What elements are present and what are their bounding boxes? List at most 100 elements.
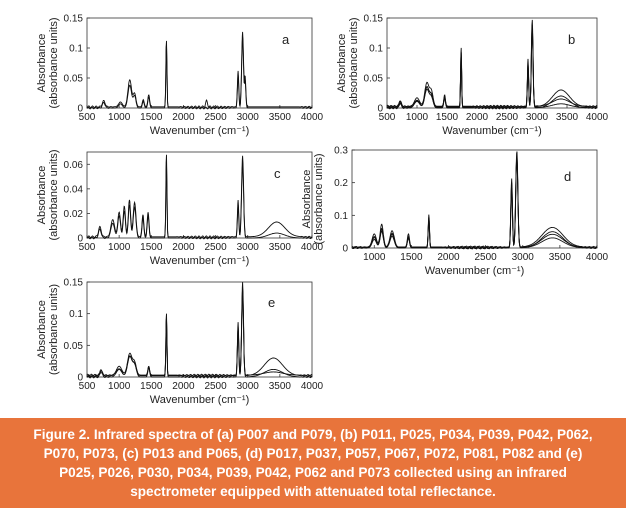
y-axis-label-line: Absorbance [36,166,48,225]
y-tick-label: 0.1 [369,44,383,55]
x-tick-label: 2500 [475,252,498,263]
y-axis-label-line: (absorbance units) [48,284,60,375]
y-axis-label: Absorbance(absorbance units) [36,149,60,240]
x-tick-label: 1500 [140,381,163,392]
y-tick-label: 0.04 [64,184,84,195]
x-tick-label: 3000 [512,252,535,263]
x-tick-label: 1500 [436,112,459,123]
spectrum-line [86,163,313,240]
y-tick-label: 0.1 [334,211,348,222]
figure-caption-box: Figure 2. Infrared spectra of (a) P007 a… [0,418,626,508]
y-tick-label: 0 [77,234,83,245]
x-tick-label: 3500 [549,252,572,263]
y-axis-label-line: Absorbance [36,34,48,93]
x-tick-label: 1500 [400,252,423,263]
figure-caption: Figure 2. Infrared spectra of (a) P007 a… [33,427,593,499]
spectrum-line [386,32,598,109]
y-axis-label-line: (absorbance units) [348,17,360,108]
y-axis-label: Absorbance(absorbance units) [36,284,60,375]
y-tick-label: 0.2 [334,178,348,189]
x-tick-label: 4000 [586,252,609,263]
spectrum-line [86,282,313,378]
panel-label: c [274,166,281,181]
y-tick-label: 0.05 [364,74,384,85]
y-tick-label: 0.1 [69,44,83,55]
spectrum-line [86,154,313,239]
x-tick-label: 2500 [496,112,519,123]
panel-label: a [282,32,290,47]
x-tick-label: 3500 [269,242,292,253]
y-axis-label: Absorbance(absorbance units) [301,153,325,244]
y-tick-label: 0.15 [64,14,84,25]
x-tick-label: 3000 [237,242,260,253]
x-tick-label: 4000 [586,112,609,123]
y-tick-label: 0.02 [64,209,84,220]
x-axis-label: Wavenumber (cm⁻¹) [442,125,542,137]
spectrum-line [351,151,598,249]
x-axis-label: Wavenumber (cm⁻¹) [150,255,250,267]
x-tick-label: 500 [379,112,396,123]
y-axis-label-line: Absorbance [336,34,348,93]
y-tick-label: 0.15 [64,278,84,289]
x-tick-label: 2000 [466,112,489,123]
x-tick-label: 1000 [108,242,131,253]
x-tick-label: 2500 [204,242,227,253]
plot-frame [351,149,598,249]
spectrum-line [351,158,598,249]
y-tick-label: 0.05 [64,341,84,352]
y-tick-label: 0.06 [64,160,84,171]
x-tick-label: 500 [79,381,96,392]
x-axis-label: Wavenumber (cm⁻¹) [150,125,250,137]
x-axis-label: Wavenumber (cm⁻¹) [150,394,250,406]
x-tick-label: 1500 [140,112,163,123]
spectrum-line [86,288,313,379]
x-tick-label: 1000 [406,112,429,123]
x-tick-label: 3500 [269,112,292,123]
x-tick-label: 2500 [204,112,227,123]
y-tick-label: 0 [77,373,83,384]
plot-frame [386,17,598,109]
spectra-figure: 500 1000 1500 2000 2500 3000 3500 4000 0 0.05 0.1 0… [36,14,609,407]
spectrum-panel-e: 500 1000 1500 2000 2500 3000 3500 4000 0 0.05 0.1 0… [36,278,324,407]
y-tick-label: 0 [77,104,83,115]
x-tick-label: 1000 [363,252,386,263]
panel-label: b [568,32,575,47]
y-axis-label: Absorbance(absorbance units) [336,17,360,108]
x-tick-label: 3500 [269,381,292,392]
plot-frame [86,281,313,378]
panel-label: e [268,295,275,310]
spectrum-line [386,28,598,108]
y-tick-label: 0.15 [364,14,384,25]
x-axis-label: Wavenumber (cm⁻¹) [425,265,525,277]
x-tick-label: 3500 [556,112,579,123]
spectrum-line [386,25,598,110]
y-tick-label: 0 [342,244,348,255]
spectrum-line [86,31,313,109]
x-tick-label: 2000 [437,252,460,263]
x-tick-label: 3000 [237,112,260,123]
spectrum-line [351,155,598,250]
x-tick-label: 1000 [108,381,131,392]
spectrum-panel-b: 500 1000 1500 2000 2500 3000 3500 4000 0 0.05 0.1 0… [336,14,609,138]
x-tick-label: 500 [79,112,96,123]
y-axis-label-line: Absorbance [36,300,48,359]
x-tick-label: 4000 [301,242,324,253]
y-tick-label: 0.3 [334,146,348,157]
x-tick-label: 4000 [301,112,324,123]
x-tick-label: 4000 [301,381,324,392]
x-tick-label: 3000 [237,381,260,392]
y-axis-label-line: (absorbance units) [313,153,325,244]
x-tick-label: 1500 [140,242,163,253]
y-tick-label: 0.1 [69,309,83,320]
y-tick-label: 0 [377,104,383,115]
x-tick-label: 3000 [526,112,549,123]
spectrum-panel-d: 1000 1500 2000 2500 3000 3500 4000 0 0.1 0.2 0.3 Wa… [301,146,609,278]
spectrum-panel-a: 500 1000 1500 2000 2500 3000 3500 4000 0 0.05 0.1 0… [36,14,324,138]
y-axis-label-line: (absorbance units) [48,17,60,108]
y-axis-label-line: (absorbance units) [48,149,60,240]
plot-frame [86,17,313,109]
spectrum-line [86,291,313,377]
x-tick-label: 500 [79,242,96,253]
y-axis-label-line: Absorbance [301,170,313,229]
spectrum-line [351,160,598,250]
